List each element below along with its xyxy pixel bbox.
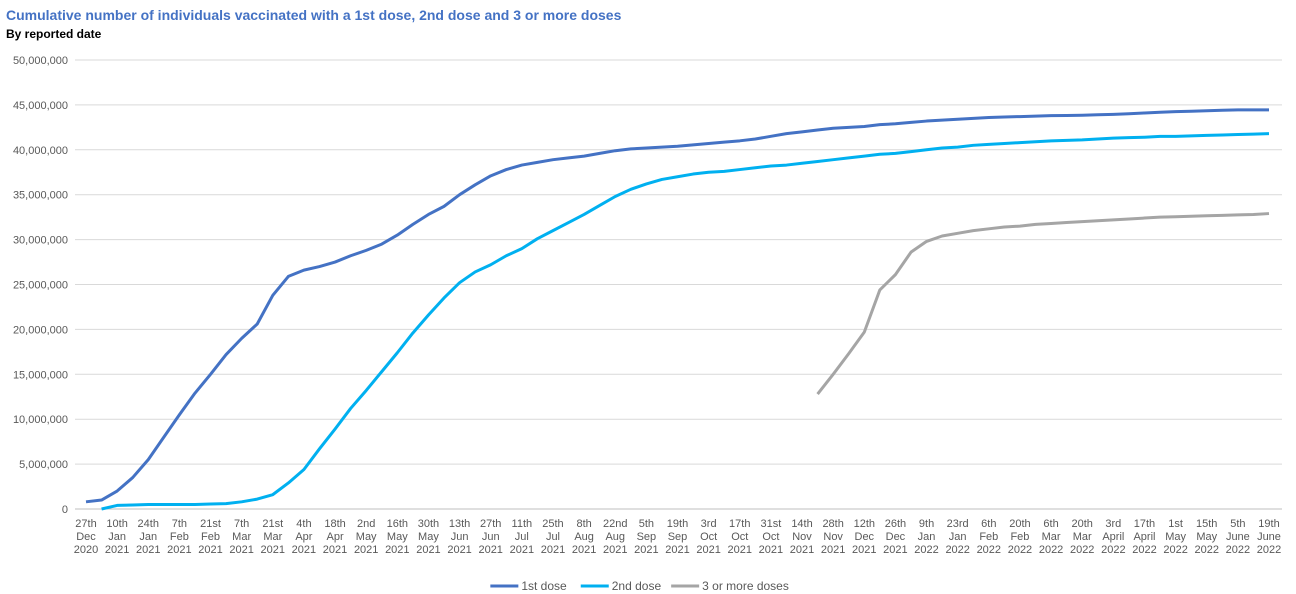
- y-tick-label: 45,000,000: [13, 100, 68, 112]
- x-tick-label: 6th Feb 2022: [977, 518, 1001, 556]
- y-tick-label: 35,000,000: [13, 190, 68, 202]
- x-tick-label: 22nd Aug 2021: [603, 518, 627, 556]
- x-tick-label: 19th June 2022: [1257, 518, 1281, 556]
- y-tick-label: 25,000,000: [13, 280, 68, 292]
- y-tick-label: 15,000,000: [13, 369, 68, 381]
- x-tick-label: 5th Sep 2021: [634, 518, 658, 556]
- x-tick-label: 10th Jan 2021: [105, 518, 129, 556]
- x-tick-label: 16th May 2021: [385, 518, 409, 556]
- x-tick-label: 31st Oct 2021: [759, 518, 783, 556]
- x-tick-label: 3rd Oct 2021: [696, 518, 720, 556]
- x-tick-label: 5th June 2022: [1226, 518, 1250, 556]
- x-tick-label: 9th Jan 2022: [914, 518, 938, 556]
- x-tick-label: 17th Oct 2021: [728, 518, 752, 556]
- x-tick-label: 3rd April 2022: [1101, 518, 1125, 556]
- x-tick-label: 13th Jun 2021: [447, 518, 471, 556]
- legend-label: 3 or more doses: [702, 579, 789, 593]
- x-tick-label: 7th Mar 2021: [229, 518, 253, 556]
- x-tick-label: 8th Aug 2021: [572, 518, 596, 556]
- y-tick-label: 0: [62, 504, 68, 516]
- x-tick-label: 19th Sep 2021: [665, 518, 689, 556]
- series-line: [85, 108, 1269, 504]
- x-tick-label: 26th Dec 2021: [883, 518, 907, 556]
- x-tick-label: 11th Jul 2021: [510, 518, 534, 556]
- x-tick-label: 12th Dec 2021: [852, 518, 876, 556]
- series-line: [816, 212, 1270, 395]
- x-tick-label: 20th Mar 2022: [1070, 518, 1094, 556]
- x-tick-label: 27th Dec 2020: [74, 518, 98, 556]
- chart-title: Cumulative number of individuals vaccina…: [6, 7, 622, 23]
- y-tick-label: 10,000,000: [13, 414, 68, 426]
- y-tick-label: 30,000,000: [13, 235, 68, 247]
- y-tick-label: 40,000,000: [13, 145, 68, 157]
- x-tick-label: 30th May 2021: [416, 518, 440, 556]
- chart-subtitle: By reported date: [6, 27, 102, 41]
- x-tick-label: 15th May 2022: [1194, 518, 1218, 556]
- legend-label: 2nd dose: [612, 579, 662, 593]
- x-tick-label: 21st Mar 2021: [261, 518, 285, 556]
- y-tick-label: 50,000,000: [13, 55, 68, 67]
- x-tick-label: 1st May 2022: [1163, 518, 1187, 556]
- x-tick-label: 18th Apr 2021: [323, 518, 347, 556]
- x-tick-label: 17th April 2022: [1132, 518, 1156, 556]
- x-tick-label: 4th Apr 2021: [292, 518, 316, 556]
- x-tick-label: 24th Jan 2021: [136, 518, 160, 556]
- x-tick-label: 7th Feb 2021: [167, 518, 191, 556]
- y-tick-label: 5,000,000: [19, 459, 68, 471]
- series-line: [101, 132, 1270, 511]
- x-tick-label: 14th Nov 2021: [790, 518, 814, 556]
- x-tick-label: 2nd May 2021: [354, 518, 378, 556]
- x-tick-label: 28th Nov 2021: [821, 518, 845, 556]
- legend-label: 1st dose: [521, 579, 567, 593]
- x-tick-label: 23rd Jan 2022: [945, 518, 969, 556]
- x-tick-label: 25th Jul 2021: [541, 518, 565, 556]
- x-tick-label: 20th Feb 2022: [1008, 518, 1032, 556]
- y-tick-label: 20,000,000: [13, 324, 68, 336]
- x-tick-label: 21st Feb 2021: [198, 518, 222, 556]
- x-tick-label: 27th Jun 2021: [478, 518, 502, 556]
- x-tick-label: 6th Mar 2022: [1039, 518, 1063, 556]
